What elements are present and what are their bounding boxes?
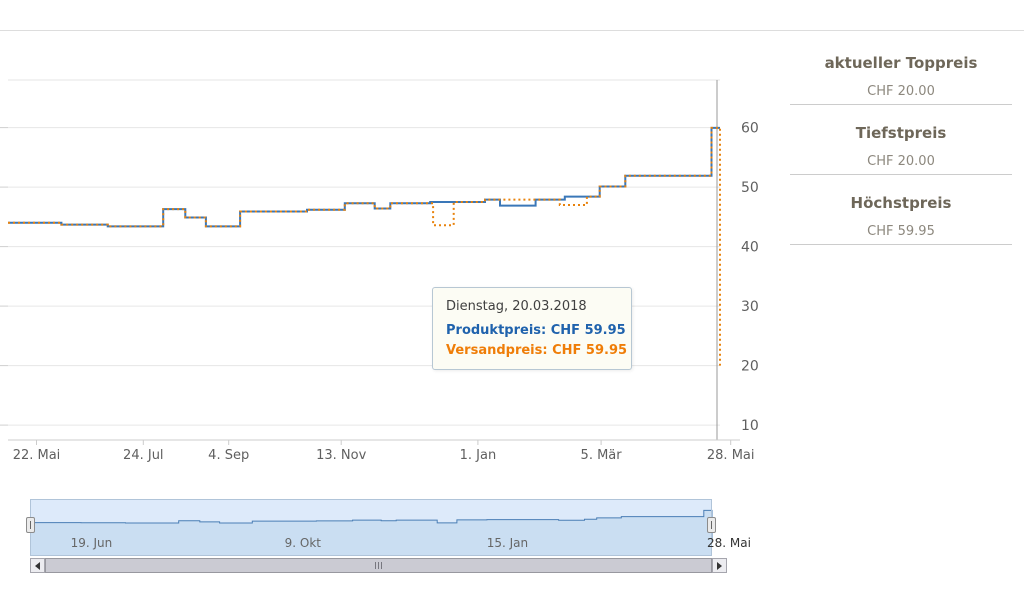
versandpreis-line: [8, 126, 721, 366]
tooltip-shipping-label: Versandpreis:: [446, 343, 548, 358]
panel-divider: [790, 174, 1012, 175]
scrollbar-thumb[interactable]: [45, 558, 712, 573]
left-arrow-icon: [35, 561, 40, 570]
x-axis-label: 28. Mai: [707, 448, 755, 463]
x-axis-label: 1. Jan: [460, 448, 497, 463]
right-arrow-icon: [717, 561, 722, 570]
x-axis-label: 24. Jul: [123, 448, 164, 463]
produktpreis-line: [8, 126, 720, 228]
summary-highest-price: Höchstpreis CHF 59.95: [790, 184, 1012, 254]
top-divider: [0, 30, 1024, 31]
horizontal-scrollbar[interactable]: [30, 558, 727, 573]
x-axis-label: 13. Nov: [316, 448, 366, 463]
tooltip-product-price: Produktpreis: CHF 59.95: [446, 323, 626, 338]
summary-current-top-price: aktueller Toppreis CHF 20.00: [790, 44, 1012, 114]
scroll-right-button[interactable]: [712, 558, 727, 573]
y-axis-label: 10: [741, 418, 759, 434]
chart-tooltip: Dienstag, 20.03.2018 Produktpreis: CHF 5…: [432, 287, 632, 370]
summary-value: CHF 20.00: [867, 154, 935, 169]
tooltip-product-value: CHF 59.95: [550, 323, 626, 338]
x-axis-label: 4. Sep: [208, 448, 249, 463]
plot-area[interactable]: 10 20 30 40 50 60 22. Mai 24. Jul 4. Sep 13. Nov 1…: [0, 0, 775, 475]
x-axis-label: 22. Mai: [13, 448, 61, 463]
navigator-axis-label: 15. Jan: [487, 536, 528, 550]
navigator-axis-label: 9. Okt: [285, 536, 322, 550]
navigator-axis-label: 28. Mai: [707, 536, 751, 550]
y-axis-label: 40: [741, 240, 759, 256]
range-navigator[interactable]: 19. Jun 9. Okt 15. Jan 28. Mai: [30, 499, 770, 557]
navigator-line: [30, 509, 713, 541]
navigator-area: [30, 510, 712, 556]
x-axis-label: 5. Mär: [581, 448, 623, 463]
navigator-right-handle[interactable]: [707, 517, 716, 533]
summary-label: Höchstpreis: [850, 194, 952, 212]
y-axis-label: 50: [741, 180, 759, 196]
scroll-left-button[interactable]: [30, 558, 45, 573]
scrollbar-track[interactable]: [45, 558, 712, 573]
y-axis-label: 60: [741, 121, 759, 137]
summary-value: CHF 59.95: [867, 224, 935, 239]
summary-value: CHF 20.00: [867, 84, 935, 99]
tooltip-product-label: Produktpreis:: [446, 323, 547, 338]
tooltip-shipping-value: CHF 59.95: [552, 343, 628, 358]
panel-divider: [790, 104, 1012, 105]
y-axis-label: 30: [741, 299, 759, 315]
tooltip-shipping-price: Versandpreis: CHF 59.95: [446, 343, 627, 358]
scrollbar-grip-icon: [375, 562, 382, 569]
price-chart[interactable]: 10 20 30 40 50 60 22. Mai 24. Jul 4. Sep 13. Nov 1…: [0, 0, 775, 475]
summary-lowest-price: Tiefstpreis CHF 20.00: [790, 114, 1012, 184]
y-axis-label: 20: [741, 359, 759, 375]
summary-label: Tiefstpreis: [855, 124, 947, 142]
panel-divider: [790, 244, 1012, 245]
tooltip-date: Dienstag, 20.03.2018: [446, 299, 587, 314]
navigator-left-handle[interactable]: [26, 517, 35, 533]
navigator-axis-label: 19. Jun: [71, 536, 113, 550]
price-summary-panel: aktueller Toppreis CHF 20.00 Tiefstpreis…: [790, 44, 1012, 254]
summary-label: aktueller Toppreis: [824, 54, 978, 72]
